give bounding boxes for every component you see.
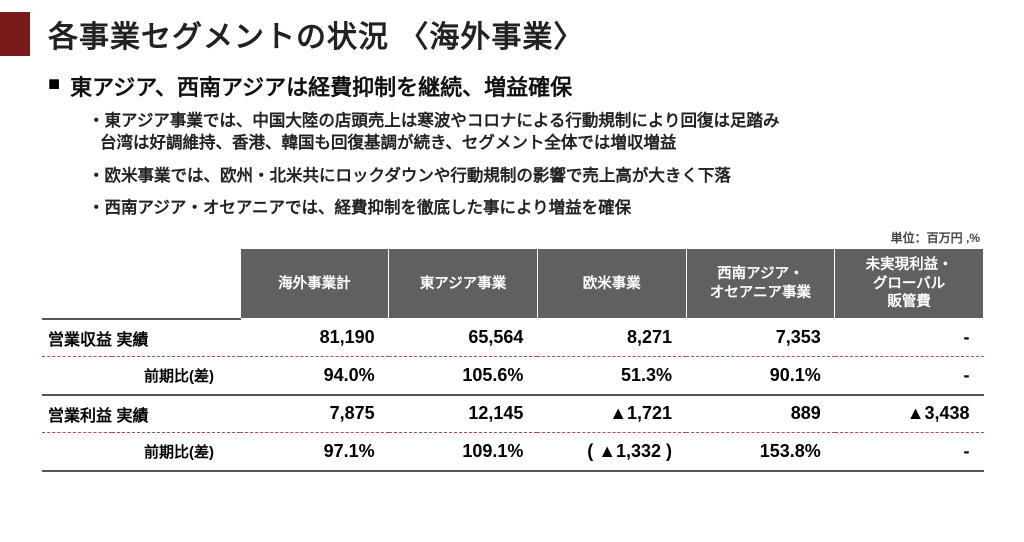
cell: -	[835, 357, 984, 395]
table-row: 営業利益 実績 7,875 12,145 ▲1,721 889 ▲3,438	[42, 395, 984, 433]
cell: 65,564	[389, 319, 538, 357]
table-col-header: 未実現利益・ グローバル 販管費	[835, 249, 984, 319]
table-header-row: 海外事業計 東アジア事業 欧米事業 西南アジア・ オセアニア事業 未実現利益・ …	[42, 249, 984, 319]
cell: -	[835, 433, 984, 471]
row-label: 営業利益 実績	[42, 395, 240, 433]
cell: 153.8%	[686, 433, 835, 471]
table-col-header: 海外事業計	[240, 249, 389, 319]
cell: -	[835, 319, 984, 357]
cell: ( ▲1,332 )	[537, 433, 686, 471]
cell: 7,875	[240, 395, 389, 433]
headline-bullet-icon: ■	[48, 70, 60, 98]
bullet-list: ・東アジア事業では、中国大陸の店頭売上は寒波やコロナによる行動規制により回復は足…	[0, 110, 994, 219]
row-sublabel: 前期比(差)	[112, 433, 240, 471]
cell: 8,271	[537, 319, 686, 357]
table-col-header: 欧米事業	[537, 249, 686, 319]
cell: 889	[686, 395, 835, 433]
cell: 97.1%	[240, 433, 389, 471]
table-row: 営業収益 実績 81,190 65,564 8,271 7,353 -	[42, 319, 984, 357]
table-header-blank	[42, 249, 240, 319]
cell: 7,353	[686, 319, 835, 357]
slide-title: 各事業セグメントの状況 〈海外事業〉	[48, 12, 584, 56]
cell: 90.1%	[686, 357, 835, 395]
cell: 12,145	[389, 395, 538, 433]
cell: ▲1,721	[537, 395, 686, 433]
table-row: 前期比(差) 97.1% 109.1% ( ▲1,332 ) 153.8% -	[42, 433, 984, 471]
headline-text: 東アジア、西南アジアは経費抑制を継続、増益確保	[70, 70, 572, 102]
cell: 51.3%	[537, 357, 686, 395]
row-label-spacer	[42, 433, 112, 471]
row-label-spacer	[42, 357, 112, 395]
unit-label: 単位：百万円 ,%	[0, 229, 994, 246]
headline-row: ■ 東アジア、西南アジアは経費抑制を継続、増益確保	[0, 70, 994, 102]
cell: 109.1%	[389, 433, 538, 471]
cell: 94.0%	[240, 357, 389, 395]
cell: ▲3,438	[835, 395, 984, 433]
table-row: 前期比(差) 94.0% 105.6% 51.3% 90.1% -	[42, 357, 984, 395]
bullet-item: ・西南アジア・オセアニアでは、経費抑制を徹底した事により増益を確保	[88, 197, 994, 219]
table-col-header: 西南アジア・ オセアニア事業	[686, 249, 835, 319]
bullet-item: ・欧米事業では、欧州・北米共にロックダウンや行動規制の影響で売上高が大きく下落	[88, 165, 994, 187]
segment-table-wrap: 海外事業計 東アジア事業 欧米事業 西南アジア・ オセアニア事業 未実現利益・ …	[0, 248, 994, 472]
cell: 81,190	[240, 319, 389, 357]
cell: 105.6%	[389, 357, 538, 395]
row-sublabel: 前期比(差)	[112, 357, 240, 395]
bullet-item: ・東アジア事業では、中国大陸の店頭売上は寒波やコロナによる行動規制により回復は足…	[88, 110, 994, 155]
segment-table: 海外事業計 東アジア事業 欧米事業 西南アジア・ オセアニア事業 未実現利益・ …	[42, 248, 984, 472]
row-label: 営業収益 実績	[42, 319, 240, 357]
accent-bar	[0, 12, 30, 56]
slide-root: 各事業セグメントの状況 〈海外事業〉 ■ 東アジア、西南アジアは経費抑制を継続、…	[0, 0, 1024, 472]
table-col-header: 東アジア事業	[389, 249, 538, 319]
title-row: 各事業セグメントの状況 〈海外事業〉	[0, 12, 994, 56]
